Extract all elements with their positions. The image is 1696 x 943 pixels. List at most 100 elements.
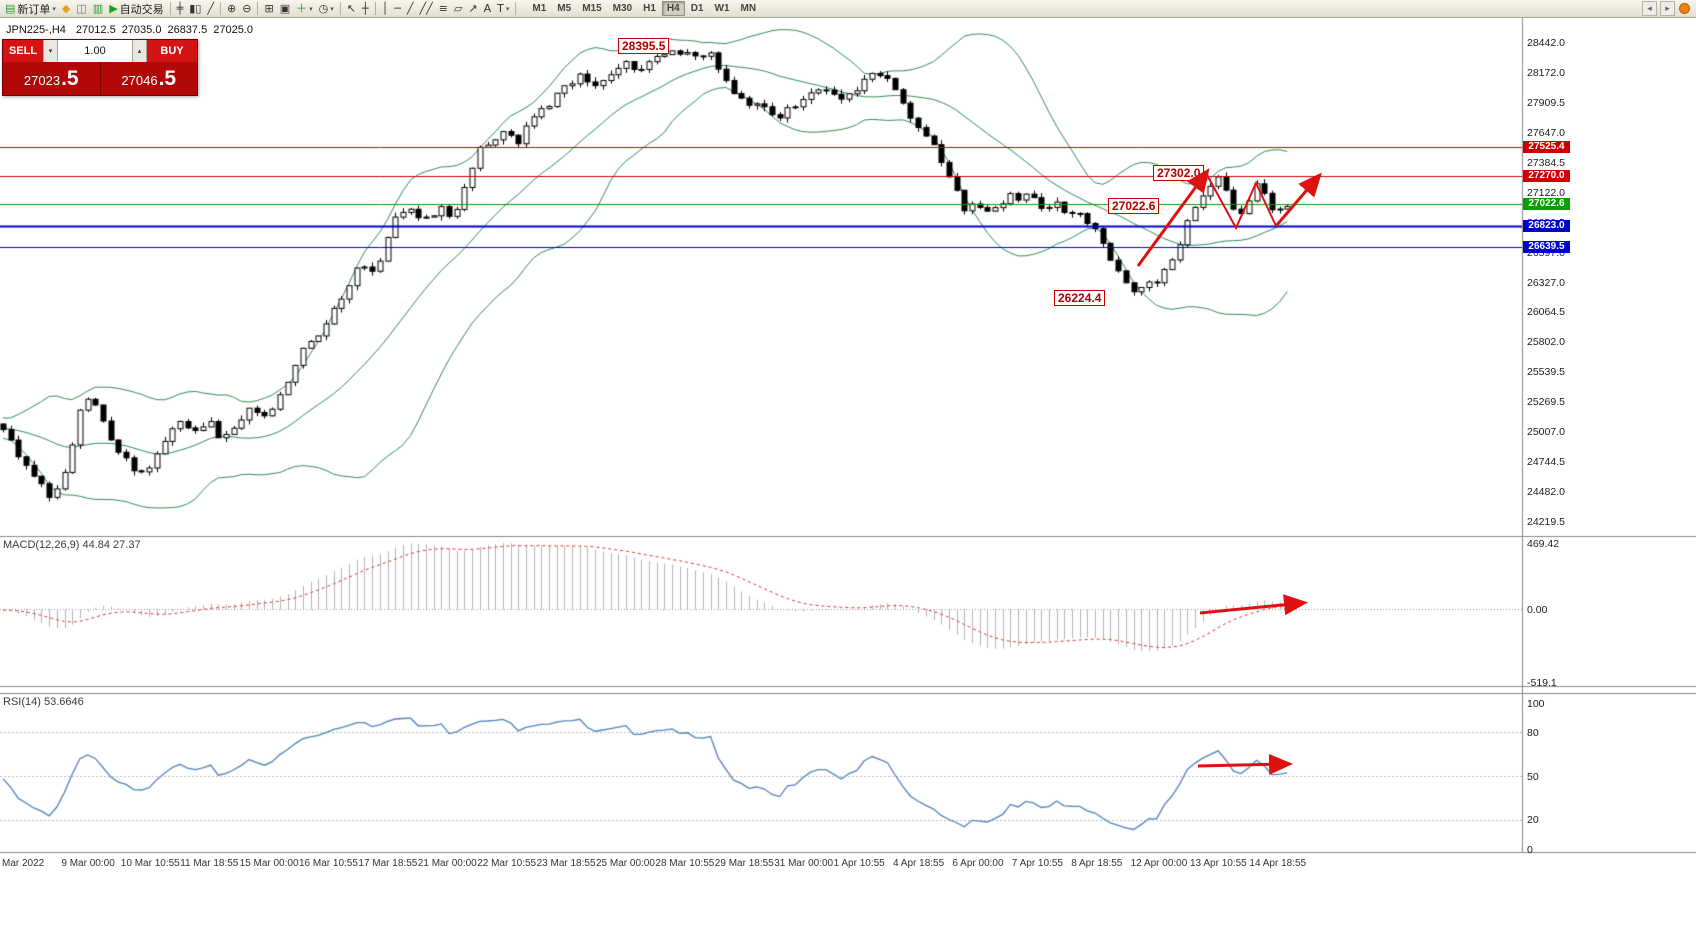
time-axis-label: 17 Mar 18:55 xyxy=(358,858,418,869)
chart-scroll-right-icon[interactable]: ▸ xyxy=(1660,1,1675,16)
text-label-button[interactable]: T ▾ xyxy=(494,1,512,17)
notification-badge[interactable] xyxy=(1679,3,1690,14)
time-axis-label: 4 Apr 18:55 xyxy=(893,858,945,869)
new-order-button[interactable]: ▤ 新订单 ▾ xyxy=(2,1,59,17)
chart-annotation-label[interactable]: 26224.4 xyxy=(1054,290,1106,306)
price-line-label: 26639.5 xyxy=(1523,241,1570,253)
price-chart-canvas[interactable] xyxy=(0,18,1696,943)
timeframe-mn-button[interactable]: MN xyxy=(740,3,757,14)
sell-price[interactable]: 27023.5 xyxy=(3,62,100,95)
sell-price-pips: .5 xyxy=(61,67,79,90)
horizontal-line-button[interactable]: ─ xyxy=(391,1,404,17)
market-watch-button[interactable]: ▥ xyxy=(90,1,106,17)
cascade-windows-button[interactable]: ▣ xyxy=(277,1,293,17)
macd-axis-tick: -519.1 xyxy=(1527,676,1557,689)
channel-button[interactable]: ╱╱ xyxy=(416,1,435,17)
text-icon: A xyxy=(483,2,492,15)
chart-annotation-label[interactable]: 28395.5 xyxy=(618,38,670,54)
time-axis-label: 12 Apr 00:00 xyxy=(1130,858,1188,869)
volume-decrease-button[interactable]: ▾ xyxy=(43,40,58,62)
timeframe-m5-button[interactable]: M5 xyxy=(557,3,572,14)
time-axis-label: Mar 2022 xyxy=(2,858,45,869)
rsi-axis-tick: 100 xyxy=(1527,697,1545,710)
price-line-label: 27022.6 xyxy=(1523,197,1570,210)
chart-workspace: JPN225-,H4 27012.5 27035.0 26837.5 27025.0 S… xyxy=(0,18,1696,943)
chart-annotation-label[interactable]: 27302.0 xyxy=(1153,165,1205,181)
price-axis-tick: 25007.0 xyxy=(1527,426,1565,439)
indicators-button[interactable]: ＋ ▾ xyxy=(293,1,316,17)
shapes-button[interactable]: ▱ xyxy=(451,1,465,17)
price-axis-tick: 27122.0 xyxy=(1527,186,1565,199)
timeframe-toolbar: M1 M5 M15 M30 H1 H4 D1 W1 MN xyxy=(527,1,761,16)
autotrading-icon: ▶ xyxy=(109,2,118,15)
fibonacci-button[interactable]: ≡ xyxy=(436,1,451,17)
time-axis-label: 11 Mar 18:55 xyxy=(180,858,239,869)
indicators-icon: ＋ xyxy=(296,2,308,15)
time-axis-label: 13 Apr 10:55 xyxy=(1190,858,1247,869)
buy-button[interactable]: BUY xyxy=(147,40,197,62)
timeframe-w1-button[interactable]: W1 xyxy=(714,3,730,14)
timeframe-m1-button[interactable]: M1 xyxy=(532,3,547,14)
arrows-button[interactable]: ↗ xyxy=(465,1,480,17)
time-axis-label: 10 Mar 10:55 xyxy=(120,858,180,869)
toolbar-separator xyxy=(515,2,517,15)
toolbar-right-group: ◂ ▸ xyxy=(1642,1,1694,16)
time-axis-label: 8 Apr 18:55 xyxy=(1071,858,1123,869)
vertical-line-button[interactable]: │ xyxy=(379,1,392,17)
crosshair-icon: ┼ xyxy=(361,2,369,15)
sell-button[interactable]: SELL xyxy=(3,40,43,62)
sell-price-main: 27023 xyxy=(23,73,61,88)
price-axis-tick: 24219.5 xyxy=(1527,515,1565,528)
shapes-icon: ▱ xyxy=(453,2,463,15)
volume-increase-button[interactable]: ▴ xyxy=(132,40,147,62)
zoom-out-icon: ⊖ xyxy=(242,2,252,15)
text-button[interactable]: A xyxy=(481,1,495,17)
line-chart-type-button[interactable]: ╱ xyxy=(204,1,217,17)
buy-price[interactable]: 27046.5 xyxy=(101,62,198,95)
crosshair-button[interactable]: ┼ xyxy=(359,1,372,17)
bar-chart-type-icon: ╪ xyxy=(176,2,184,15)
text-label-icon: T xyxy=(497,2,504,15)
volume-input[interactable] xyxy=(58,40,132,62)
toolbar: ▤ 新订单 ▾ ◆ ◫ ▥ ▶ 自动交易 ╪ ▮▯ ╱ ⊕ ⊖ ⊞ ▣ ＋ ▾ ◷ ▾ ↖ ┼ │ ─ ╱ ╱╱ ≡ ▱ ↗ A T ▾ M… xyxy=(0,0,1696,18)
time-axis-label: 29 Mar 18:55 xyxy=(714,858,774,869)
price-axis-tick: 25269.5 xyxy=(1527,396,1565,409)
tile-windows-icon: ⊞ xyxy=(264,2,274,15)
time-axis-label: 28 Mar 10:55 xyxy=(655,858,715,869)
candlestick-chart-type-button[interactable]: ▮▯ xyxy=(186,1,204,17)
time-axis-label: 22 Mar 10:55 xyxy=(477,858,537,869)
time-axis-label: 9 Mar 00:00 xyxy=(61,858,115,869)
chevron-down-icon: ▾ xyxy=(309,5,313,13)
timeframe-h4-button[interactable]: H4 xyxy=(661,1,685,16)
chart-annotation-label[interactable]: 27022.6 xyxy=(1108,198,1160,214)
zoom-in-button[interactable]: ⊕ xyxy=(224,1,239,17)
cursor-button[interactable]: ↖ xyxy=(344,1,359,17)
price-line-label: 27270.0 xyxy=(1523,169,1570,182)
price-axis-tick: 24744.5 xyxy=(1527,455,1565,468)
arrows-icon: ↗ xyxy=(468,2,478,15)
timeframe-d1-button[interactable]: D1 xyxy=(690,3,704,14)
new-order-icon: ▤ xyxy=(5,2,16,15)
chart-scroll-left-icon[interactable]: ◂ xyxy=(1642,1,1657,16)
rsi-axis-tick: 20 xyxy=(1527,814,1539,827)
periods-button[interactable]: ◷ ▾ xyxy=(316,1,337,17)
timeframe-h1-button[interactable]: H1 xyxy=(643,3,656,14)
bar-chart-type-button[interactable]: ╪ xyxy=(174,1,187,17)
toolbar-separator xyxy=(257,2,259,15)
tile-windows-button[interactable]: ⊞ xyxy=(261,1,276,17)
timeframe-m15-button[interactable]: M15 xyxy=(582,3,602,14)
trendline-icon: ╱ xyxy=(406,2,414,15)
timeframe-m30-button[interactable]: M30 xyxy=(612,3,633,14)
trendline-button[interactable]: ╱ xyxy=(404,1,417,17)
metaeditor-button[interactable]: ◆ xyxy=(59,1,73,17)
autotrading-button[interactable]: ▶ 自动交易 xyxy=(106,1,166,17)
quote-high: 27035.0 xyxy=(121,24,162,36)
zoom-out-button[interactable]: ⊖ xyxy=(239,1,254,17)
buy-price-main: 27046 xyxy=(121,73,158,88)
price-axis-tick: 26064.5 xyxy=(1527,306,1565,319)
chart-window-icon: ◫ xyxy=(76,2,87,15)
rsi-axis-tick: 50 xyxy=(1527,770,1539,783)
chart-window-button[interactable]: ◫ xyxy=(73,1,89,17)
market-watch-icon: ▥ xyxy=(92,2,104,15)
quote-line: JPN225-,H4 27012.5 27035.0 26837.5 27025.0 xyxy=(6,24,259,36)
